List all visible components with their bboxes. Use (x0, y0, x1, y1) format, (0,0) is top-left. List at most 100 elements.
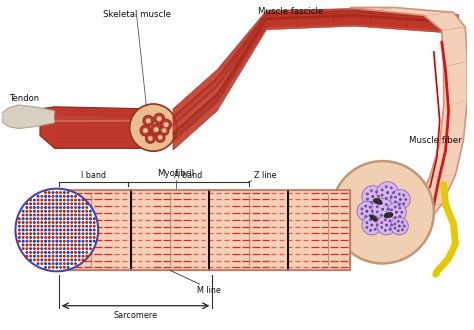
Circle shape (33, 236, 36, 239)
Circle shape (44, 199, 47, 202)
Circle shape (70, 228, 73, 231)
Circle shape (70, 225, 73, 228)
Circle shape (59, 232, 62, 235)
Circle shape (36, 232, 39, 235)
Circle shape (44, 225, 47, 228)
Circle shape (52, 244, 55, 247)
Circle shape (401, 221, 404, 224)
Circle shape (63, 236, 66, 239)
Circle shape (70, 199, 73, 202)
Circle shape (74, 240, 77, 243)
Circle shape (364, 215, 367, 218)
Circle shape (70, 202, 73, 205)
Circle shape (70, 221, 73, 224)
Circle shape (93, 225, 96, 228)
Circle shape (82, 199, 84, 202)
Circle shape (66, 221, 70, 224)
Circle shape (82, 228, 84, 231)
Circle shape (375, 190, 378, 193)
Circle shape (22, 236, 25, 239)
Circle shape (48, 195, 51, 198)
Circle shape (48, 214, 51, 216)
Circle shape (59, 206, 62, 209)
Circle shape (36, 258, 39, 261)
Circle shape (52, 225, 55, 228)
Circle shape (40, 217, 43, 220)
Circle shape (55, 199, 58, 202)
Circle shape (29, 202, 32, 205)
Circle shape (70, 255, 73, 258)
Polygon shape (55, 116, 146, 122)
Circle shape (376, 205, 379, 208)
Circle shape (66, 244, 70, 247)
Circle shape (130, 104, 177, 151)
Circle shape (82, 240, 84, 243)
Circle shape (63, 247, 66, 250)
Circle shape (78, 228, 81, 232)
Circle shape (40, 255, 43, 258)
Circle shape (48, 228, 51, 231)
Circle shape (36, 240, 39, 243)
Circle shape (140, 125, 151, 136)
Circle shape (33, 232, 36, 235)
Circle shape (89, 221, 92, 224)
Circle shape (82, 202, 84, 205)
Polygon shape (173, 16, 458, 150)
Circle shape (143, 128, 148, 133)
Circle shape (390, 186, 393, 189)
Circle shape (52, 195, 55, 198)
Circle shape (48, 240, 51, 243)
Circle shape (52, 214, 55, 216)
Circle shape (59, 247, 62, 250)
Circle shape (22, 210, 25, 213)
Circle shape (44, 262, 47, 265)
Circle shape (48, 221, 51, 224)
Circle shape (74, 247, 77, 250)
Circle shape (33, 214, 36, 216)
Ellipse shape (384, 213, 393, 218)
Circle shape (48, 206, 51, 209)
Circle shape (371, 210, 374, 213)
Circle shape (48, 247, 51, 250)
Polygon shape (350, 8, 467, 256)
Text: Muscle fascicle: Muscle fascicle (258, 8, 324, 16)
Circle shape (52, 240, 55, 243)
Circle shape (85, 206, 88, 209)
Circle shape (85, 210, 88, 213)
Circle shape (374, 219, 377, 222)
Circle shape (74, 228, 77, 231)
Circle shape (44, 210, 47, 213)
Circle shape (29, 232, 32, 235)
Polygon shape (55, 117, 146, 122)
Circle shape (36, 217, 39, 220)
Circle shape (63, 195, 66, 198)
Circle shape (29, 225, 32, 228)
Circle shape (63, 240, 66, 243)
Circle shape (40, 225, 43, 228)
Circle shape (401, 228, 404, 231)
Circle shape (36, 202, 39, 205)
Circle shape (66, 251, 70, 254)
Circle shape (59, 202, 62, 205)
Circle shape (70, 210, 73, 213)
Circle shape (33, 217, 36, 220)
Circle shape (369, 206, 372, 209)
Circle shape (29, 236, 32, 239)
Circle shape (59, 266, 62, 269)
Circle shape (18, 240, 21, 243)
Circle shape (161, 119, 172, 130)
Circle shape (40, 247, 43, 250)
Circle shape (40, 195, 43, 198)
Text: Tendon: Tendon (9, 94, 39, 103)
Circle shape (63, 232, 66, 235)
Circle shape (66, 255, 70, 258)
Circle shape (390, 213, 393, 216)
Circle shape (63, 191, 66, 194)
Circle shape (29, 258, 32, 261)
Circle shape (74, 244, 77, 247)
Circle shape (59, 225, 62, 228)
Circle shape (63, 206, 66, 209)
Circle shape (74, 221, 77, 224)
Circle shape (78, 199, 81, 202)
Polygon shape (173, 11, 458, 127)
